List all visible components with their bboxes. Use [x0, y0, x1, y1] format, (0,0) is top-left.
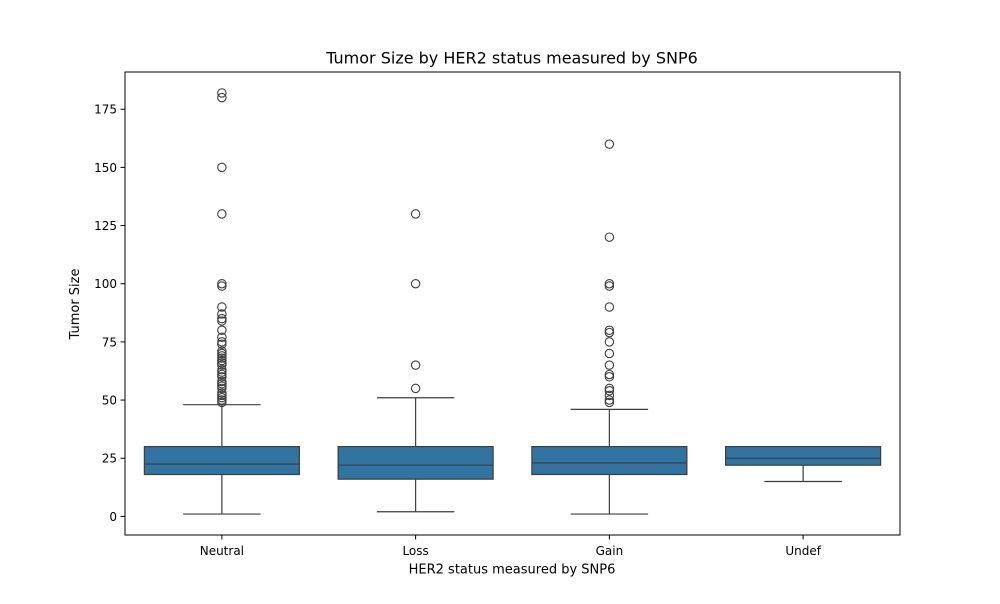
outlier-point — [410, 278, 421, 289]
outlier-point — [217, 397, 227, 408]
x-tick-label: Gain — [596, 544, 624, 558]
outlier-point — [217, 381, 227, 391]
outlier-point — [217, 390, 227, 401]
outlier-point — [217, 88, 227, 98]
outlier-point — [604, 302, 615, 312]
outlier-point — [604, 337, 615, 347]
outlier-point — [217, 302, 227, 312]
outlier-point — [604, 325, 615, 336]
outlier-point — [217, 376, 227, 387]
outlier-point — [217, 367, 227, 377]
y-tick-label: 25 — [102, 452, 117, 466]
outlier-point — [217, 309, 227, 319]
x-tick-label: Neutral — [200, 544, 244, 558]
outlier-point — [217, 332, 227, 342]
outlier-point — [217, 383, 227, 394]
box-undef — [725, 445, 882, 466]
y-tick-label: 150 — [94, 161, 117, 175]
outlier-point — [410, 209, 421, 219]
outlier-point — [604, 390, 615, 401]
box-neutral — [143, 445, 300, 476]
plot-area — [143, 88, 882, 515]
outlier-point — [604, 395, 615, 405]
outlier-point — [217, 281, 227, 291]
y-axis-label: Tumor Size — [68, 269, 83, 341]
outlier-point — [217, 209, 227, 219]
outlier-point — [410, 360, 421, 370]
outlier-point — [217, 395, 227, 405]
outlier-point — [217, 325, 227, 336]
outlier-point — [217, 162, 227, 173]
outlier-point — [217, 358, 227, 368]
outlier-point — [604, 385, 615, 396]
outlier-point — [217, 339, 227, 349]
box-gain — [531, 445, 688, 476]
outlier-point — [217, 351, 227, 361]
outlier-point — [217, 337, 227, 347]
y-tick-label: 125 — [94, 219, 117, 233]
outlier-point — [604, 348, 615, 359]
outlier-point — [604, 372, 615, 382]
outlier-point — [217, 379, 227, 389]
outlier-point — [217, 92, 227, 103]
outlier-point — [604, 360, 615, 370]
x-axis: Neutral Loss Gain Undef — [200, 535, 822, 558]
box-group-neutral — [143, 88, 300, 515]
outlier-point — [604, 383, 615, 394]
box-loss — [337, 445, 494, 480]
outlier-point — [217, 316, 227, 326]
outlier-point — [604, 369, 615, 380]
outlier-point — [217, 278, 227, 289]
outlier-point — [604, 232, 615, 242]
y-tick-label: 0 — [109, 510, 117, 524]
outlier-point — [217, 388, 227, 398]
box-group-gain — [531, 139, 688, 515]
outlier-point — [217, 372, 227, 382]
outlier-point — [217, 355, 227, 366]
y-axis: 0 25 50 75 100 125 150 175 — [94, 103, 125, 524]
outlier-point — [217, 369, 227, 380]
outlier-point — [604, 397, 615, 408]
outlier-point — [217, 365, 227, 375]
y-tick-label: 75 — [102, 335, 117, 349]
x-tick-label: Loss — [402, 544, 428, 558]
outlier-point — [604, 139, 615, 149]
outlier-point — [604, 278, 615, 289]
x-tick-label: Undef — [785, 544, 821, 558]
box-group-loss — [337, 209, 494, 513]
y-tick-label: 50 — [102, 394, 117, 408]
outlier-point — [217, 346, 227, 356]
plot-frame — [124, 71, 901, 536]
outlier-point — [604, 281, 615, 291]
outlier-point — [217, 353, 227, 363]
box-group-undef — [725, 445, 882, 483]
outlier-point — [410, 383, 421, 394]
y-tick-label: 100 — [94, 277, 117, 291]
y-tick-label: 175 — [94, 103, 117, 117]
x-axis-label: HER2 status measured by SNP6 — [409, 563, 616, 578]
outlier-point — [217, 313, 227, 324]
outlier-point — [217, 392, 227, 403]
outlier-point — [217, 348, 227, 359]
chart-title: Tumor Size by HER2 status measured by SN… — [325, 49, 698, 68]
outlier-point — [604, 327, 615, 338]
outlier-point — [217, 360, 227, 370]
